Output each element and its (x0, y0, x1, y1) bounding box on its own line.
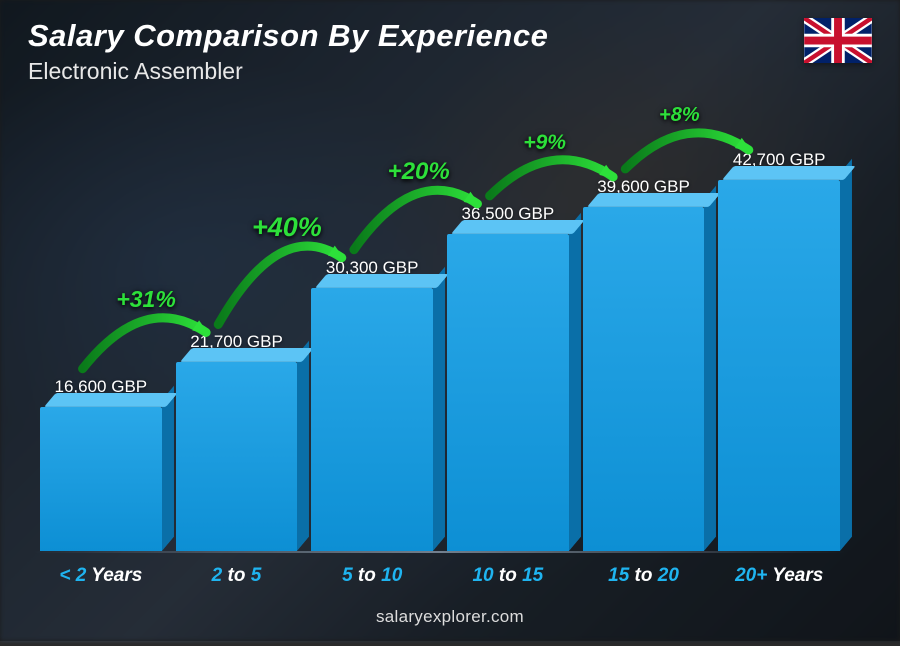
x-axis-label: 20+ Years (718, 565, 840, 587)
bar-group: 39,600 GBP15 to 20 (583, 177, 705, 551)
growth-percent-label: +20% (388, 158, 450, 186)
bar (311, 288, 433, 551)
growth-percent-label: +40% (252, 212, 322, 243)
header: Salary Comparison By Experience Electron… (28, 18, 872, 85)
bar (40, 407, 162, 551)
chart-title: Salary Comparison By Experience (28, 18, 548, 54)
footer-attribution: salaryexplorer.com (0, 607, 900, 627)
bar-group: 36,500 GBP10 to 15 (447, 204, 569, 551)
bar-group: 21,700 GBP2 to 5 (176, 332, 298, 551)
x-axis-label: 5 to 10 (311, 565, 433, 587)
growth-percent-label: +9% (523, 131, 566, 155)
flag-icon (804, 18, 872, 63)
bar (447, 234, 569, 551)
bar (176, 362, 298, 551)
chart-subtitle: Electronic Assembler (28, 58, 548, 85)
title-block: Salary Comparison By Experience Electron… (28, 18, 548, 85)
x-axis-label: 2 to 5 (176, 565, 298, 587)
chart-baseline (30, 551, 850, 553)
x-axis-label: 15 to 20 (583, 565, 705, 587)
growth-percent-label: +8% (659, 104, 700, 127)
bar-group: 16,600 GBP< 2 Years (40, 377, 162, 551)
bar (718, 180, 840, 551)
growth-percent-label: +31% (116, 286, 175, 313)
x-axis-label: 10 to 15 (447, 565, 569, 587)
x-axis-label: < 2 Years (40, 565, 162, 587)
bar-group: 30,300 GBP5 to 10 (311, 258, 433, 551)
bar (583, 207, 705, 551)
bar-group: 42,700 GBP20+ Years (718, 150, 840, 551)
